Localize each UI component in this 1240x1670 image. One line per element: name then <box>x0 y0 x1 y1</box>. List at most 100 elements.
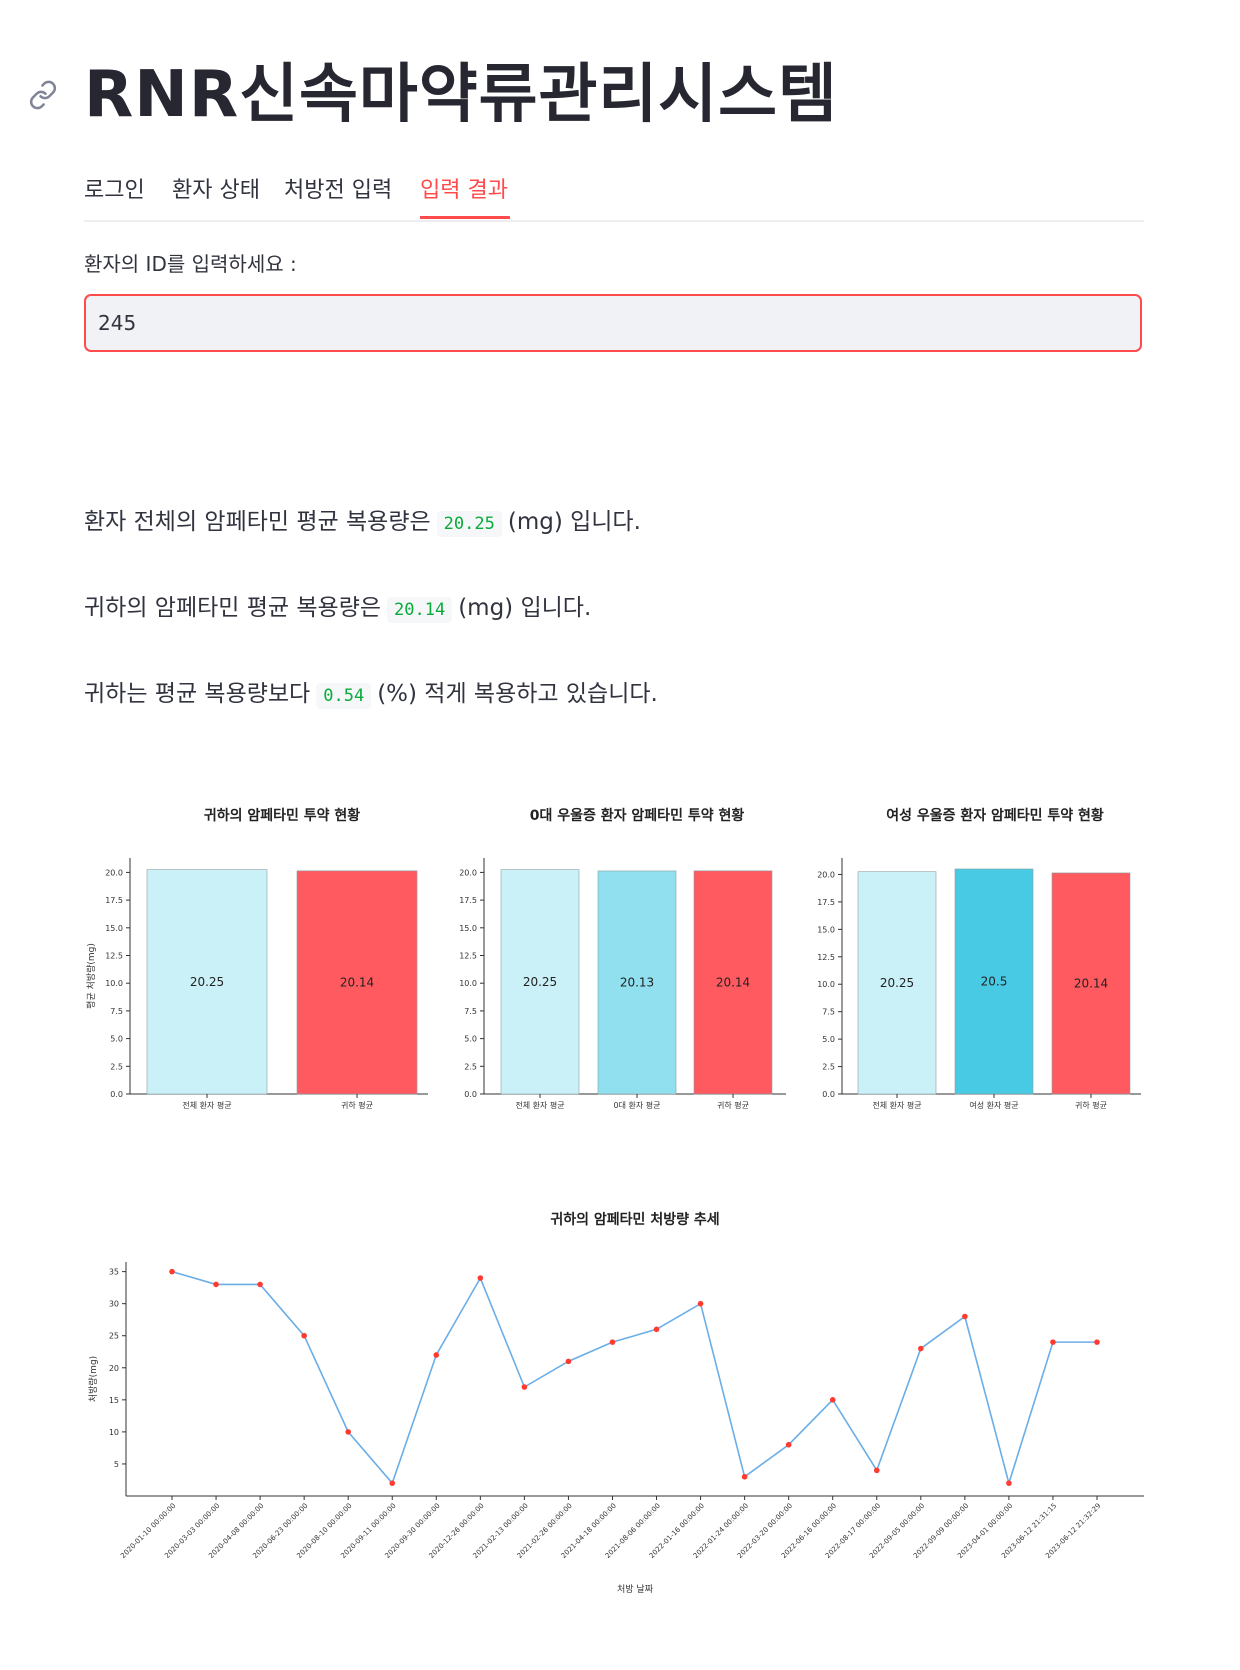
y-tick-label: 5.0 <box>110 1035 123 1044</box>
data-point <box>918 1345 924 1352</box>
bar-data-label: 20.5 <box>981 974 1008 988</box>
y-tick-label: 0.0 <box>110 1090 123 1099</box>
tab-patient-status[interactable]: 환자 상태 <box>172 178 260 203</box>
x-tick-label: 전체 환자 평균 <box>872 1100 921 1110</box>
data-point <box>962 1313 968 1320</box>
x-tick-label: 전체 환자 평균 <box>515 1100 564 1110</box>
bar-data-label: 20.14 <box>340 975 374 989</box>
page-title: RNR신속마약류관리시스템 <box>84 58 838 132</box>
chart-title: 귀하의 암페타민 처방량 추세 <box>550 1211 719 1228</box>
data-point <box>521 1384 528 1390</box>
x-tick-label: 전체 환자 평균 <box>182 1100 231 1110</box>
difference-text: 귀하는 평균 복용량보다 0.54 (%) 적게 복용하고 있습니다. <box>84 674 658 709</box>
x-tick-label: 귀하 평균 <box>341 1100 373 1110</box>
y-tick-label: 17.5 <box>817 898 835 907</box>
y-tick-label: 2.5 <box>464 1062 477 1071</box>
y-tick-label: 30 <box>109 1300 119 1309</box>
result-unit: (mg) 입니다. <box>507 509 641 535</box>
y-tick-label: 2.5 <box>822 1063 835 1072</box>
x-tick-label: 귀하 평균 <box>1075 1100 1107 1110</box>
data-point <box>565 1358 572 1365</box>
chart-title: 여성 우울증 환자 암페타민 투약 현황 <box>886 807 1104 824</box>
y-tick-label: 10 <box>109 1428 119 1437</box>
active-tab-indicator <box>420 216 510 219</box>
result-unit: (%) 적게 복용하고 있습니다. <box>377 681 658 707</box>
data-point <box>345 1429 351 1435</box>
difference-value: 0.54 <box>316 683 372 709</box>
bar-data-label: 20.14 <box>716 975 750 989</box>
overall-average-value: 20.25 <box>436 511 502 537</box>
y-tick-label: 20.0 <box>459 868 477 877</box>
data-point <box>873 1467 880 1474</box>
data-point <box>741 1473 748 1480</box>
y-tick-label: 20.0 <box>817 870 835 879</box>
y-tick-label: 7.5 <box>110 1007 123 1016</box>
data-point <box>257 1281 263 1288</box>
y-tick-label: 10.0 <box>817 980 835 989</box>
bar <box>857 871 937 1095</box>
x-tick-label: 0대 환자 평균 <box>614 1100 661 1110</box>
x-tick-label: 여성 환자 평균 <box>969 1100 1018 1110</box>
patient-id-input[interactable] <box>84 294 1142 352</box>
result-text: 환자 전체의 암페타민 평균 복용량은 <box>84 509 431 535</box>
patient-id-label: 환자의 ID를 입력하세요 : <box>84 252 297 276</box>
data-point <box>653 1326 660 1333</box>
data-point <box>477 1275 484 1281</box>
data-point <box>785 1441 792 1448</box>
y-tick-label: 15.0 <box>459 924 477 933</box>
series-line <box>171 1270 1097 1487</box>
y-tick-label: 12.5 <box>105 952 123 961</box>
y-tick-label: 0.0 <box>464 1090 477 1099</box>
tab-login[interactable]: 로그인 <box>84 178 145 203</box>
y-tick-label: 10.0 <box>105 979 123 988</box>
x-axis-label: 처방 날짜 <box>617 1583 654 1595</box>
data-point <box>1094 1339 1100 1345</box>
bar <box>693 870 773 1095</box>
y-tick-label: 0.0 <box>822 1090 835 1099</box>
y-tick-label: 5.0 <box>464 1035 477 1044</box>
bar <box>296 870 418 1095</box>
y-tick-label: 5.0 <box>822 1035 835 1044</box>
data-point <box>1006 1480 1012 1486</box>
bar <box>1051 872 1131 1095</box>
data-point <box>433 1352 440 1358</box>
y-tick-label: 15.0 <box>817 925 835 934</box>
data-point <box>213 1281 219 1288</box>
overall-average-text: 환자 전체의 암페타민 평균 복용량은 20.25 (mg) 입니다. <box>84 502 641 537</box>
data-point <box>609 1339 616 1345</box>
y-tick-label: 7.5 <box>464 1007 477 1016</box>
result-unit: (mg) 입니다. <box>458 595 592 621</box>
tab-prescription-input[interactable]: 처방전 입력 <box>284 178 393 203</box>
bar-data-label: 20.25 <box>523 975 557 989</box>
y-tick-label: 20.0 <box>105 868 123 877</box>
x-tick-label: 귀하 평균 <box>717 1100 749 1110</box>
tab-bar: 로그인 환자 상태 처방전 입력 입력 결과 <box>84 160 1144 222</box>
y-tick-label: 15 <box>109 1396 119 1405</box>
y-tick-label: 12.5 <box>459 952 477 961</box>
y-tick-label: 15.0 <box>105 924 123 933</box>
result-text: 귀하는 평균 복용량보다 <box>84 681 311 707</box>
bar <box>500 869 580 1095</box>
link-icon[interactable] <box>28 80 58 110</box>
bar-data-label: 20.13 <box>620 975 654 989</box>
bar-data-label: 20.25 <box>880 976 914 990</box>
bar-data-label: 20.25 <box>190 975 224 989</box>
y-tick-label: 35 <box>109 1268 119 1277</box>
data-point <box>1050 1339 1056 1345</box>
y-tick-label: 2.5 <box>110 1062 123 1071</box>
tab-input-result[interactable]: 입력 결과 <box>420 178 508 203</box>
y-tick-label: 17.5 <box>105 896 123 905</box>
user-average-value: 20.14 <box>387 597 453 623</box>
chart-title: 귀하의 암페타민 투약 현황 <box>204 807 360 824</box>
bar-data-label: 20.14 <box>1074 976 1108 990</box>
y-axis-label: 평균 처방량(mg) <box>85 943 97 1009</box>
bar <box>597 870 677 1095</box>
data-point <box>697 1300 704 1307</box>
y-axis-label: 처방량(mg) <box>87 1356 99 1402</box>
user-average-text: 귀하의 암페타민 평균 복용량은 20.14 (mg) 입니다. <box>84 588 592 623</box>
y-tick-label: 20 <box>109 1364 119 1373</box>
y-tick-label: 10.0 <box>459 979 477 988</box>
chart-title: 0대 우울증 환자 암페타민 투약 현황 <box>530 807 745 824</box>
result-text: 귀하의 암페타민 평균 복용량은 <box>84 595 382 621</box>
